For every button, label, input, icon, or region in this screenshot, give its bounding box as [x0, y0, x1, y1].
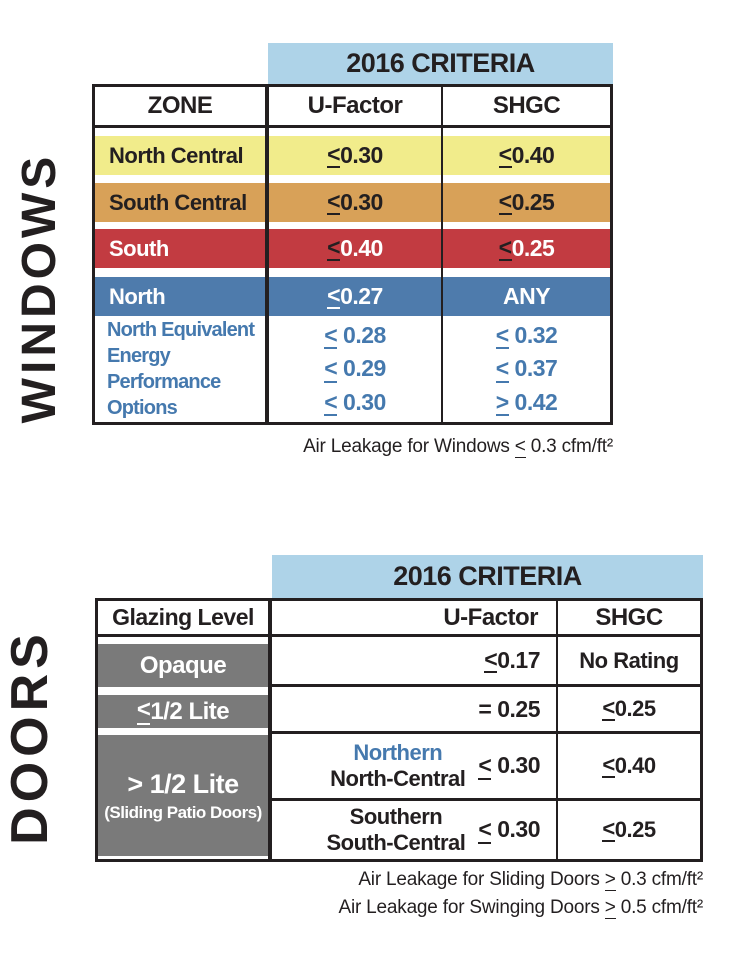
- row-divider: [268, 798, 700, 801]
- row-divider: [268, 731, 700, 734]
- u-factor-value: < 0.40: [327, 233, 383, 262]
- region-secondary-label: South-Central: [326, 830, 466, 855]
- shgc-value: < 0.32: [495, 321, 558, 350]
- windows-section-label: WINDOWS: [13, 152, 66, 424]
- region-secondary-label: North-Central: [330, 766, 466, 791]
- doors-criteria-header: 2016 CRITERIA: [272, 555, 703, 598]
- row-divider: [268, 684, 700, 687]
- zone-label: South: [109, 235, 169, 261]
- u-factor-cell-southern: Southern South-Central < 0.30: [272, 801, 556, 859]
- shgc-column-header: SHGC: [595, 603, 663, 631]
- table-row-south-central: South Central < 0.30 < 0.25: [95, 183, 610, 222]
- zone-label: North: [109, 283, 166, 309]
- shgc-value: No Rating: [579, 647, 679, 673]
- u-factor-value: < 0.27: [327, 281, 383, 310]
- glazing-label-opaque: Opaque: [98, 644, 268, 687]
- u-factor-value: < 0.30: [324, 388, 386, 417]
- shgc-column-header: SHGC: [492, 92, 561, 119]
- region-labels: Northern North-Central: [330, 740, 466, 792]
- table-row-south: South < 0.40 < 0.25: [95, 229, 610, 268]
- zone-label-line: Energy: [107, 345, 171, 367]
- shgc-value: > 0.42: [495, 388, 558, 417]
- shgc-value: < 0.25: [498, 187, 555, 216]
- u-factor-cell-northern: Northern North-Central < 0.30: [272, 734, 556, 798]
- u-factor-value: < 0.30: [478, 752, 540, 780]
- u-factor-value: < 0.28: [324, 321, 386, 350]
- glazing-level-column-header: Glazing Level: [112, 604, 254, 630]
- windows-criteria-header: 2016 CRITERIA: [268, 43, 613, 84]
- u-factor-value: < 0.30: [478, 816, 540, 844]
- u-factor-column-header: U-Factor: [307, 92, 403, 119]
- zone-label-line: North Equivalent: [107, 319, 255, 341]
- shgc-value: < 0.37: [495, 355, 558, 383]
- zone-label-line: Performance: [107, 371, 221, 393]
- shgc-value: < 0.25: [498, 233, 555, 262]
- u-factor-value: < 0.30: [327, 187, 383, 216]
- zone-label: North Equivalent Energy Performance Opti…: [95, 316, 265, 422]
- column-divider: [441, 87, 443, 422]
- column-divider: [268, 601, 272, 859]
- table-row-north: North < 0.27 ANY: [95, 277, 610, 316]
- doors-header-row: Glazing Level U-Factor SHGC: [98, 601, 700, 637]
- column-divider: [556, 601, 558, 859]
- zone-label: South Central: [109, 189, 247, 215]
- doors-table: Glazing Level U-Factor SHGC Opaque < 1/2…: [95, 598, 703, 862]
- u-factor-options: < 0.28 < 0.29 < 0.30: [269, 316, 441, 422]
- glazing-label-main: > 1/2 Lite: [127, 768, 239, 799]
- zone-column-header: ZONE: [147, 92, 213, 119]
- region-labels: Southern South-Central: [326, 804, 465, 856]
- table-row-north-equivalent: North Equivalent Energy Performance Opti…: [95, 316, 610, 422]
- column-divider: [265, 87, 269, 422]
- u-factor-value: < 0.29: [324, 355, 386, 383]
- shgc-options: < 0.32 < 0.37 > 0.42: [443, 316, 610, 422]
- shgc-value: < 0.25: [602, 815, 656, 843]
- windows-air-leakage-footnote: Air Leakage for Windows < 0.3 cfm/ft²: [303, 436, 613, 458]
- swinging-doors-air-leakage-footnote: Air Leakage for Swinging Doors > 0.5 cfm…: [338, 897, 703, 919]
- shgc-value: < 0.25: [602, 694, 656, 722]
- u-factor-column-header: U-Factor: [443, 603, 538, 631]
- windows-table: ZONE U-Factor SHGC North Central < 0.30 …: [92, 84, 613, 425]
- shgc-value: < 0.40: [498, 140, 555, 169]
- sliding-doors-air-leakage-footnote: Air Leakage for Sliding Doors > 0.3 cfm/…: [358, 869, 703, 891]
- u-factor-value: < 0.17: [484, 645, 541, 674]
- zone-label: North Central: [109, 142, 244, 168]
- u-factor-value: = 0.25: [478, 695, 540, 722]
- glazing-label-half-lite: < 1/2 Lite: [98, 695, 268, 728]
- region-primary-label: Southern: [349, 804, 443, 829]
- zone-label-line: Options: [107, 397, 178, 419]
- glazing-label-note: (Sliding Patio Doors): [104, 802, 262, 822]
- windows-header-row: ZONE U-Factor SHGC: [95, 87, 610, 128]
- shgc-value: ANY: [502, 283, 551, 309]
- table-row-north-central: North Central < 0.30 < 0.40: [95, 136, 610, 175]
- glazing-label-over-half-lite: > 1/2 Lite (Sliding Patio Doors): [98, 735, 268, 856]
- u-factor-value: < 0.30: [327, 140, 383, 169]
- shgc-value: < 0.40: [602, 751, 656, 779]
- region-primary-label: Northern: [353, 740, 443, 765]
- doors-section-label: DOORS: [1, 629, 59, 845]
